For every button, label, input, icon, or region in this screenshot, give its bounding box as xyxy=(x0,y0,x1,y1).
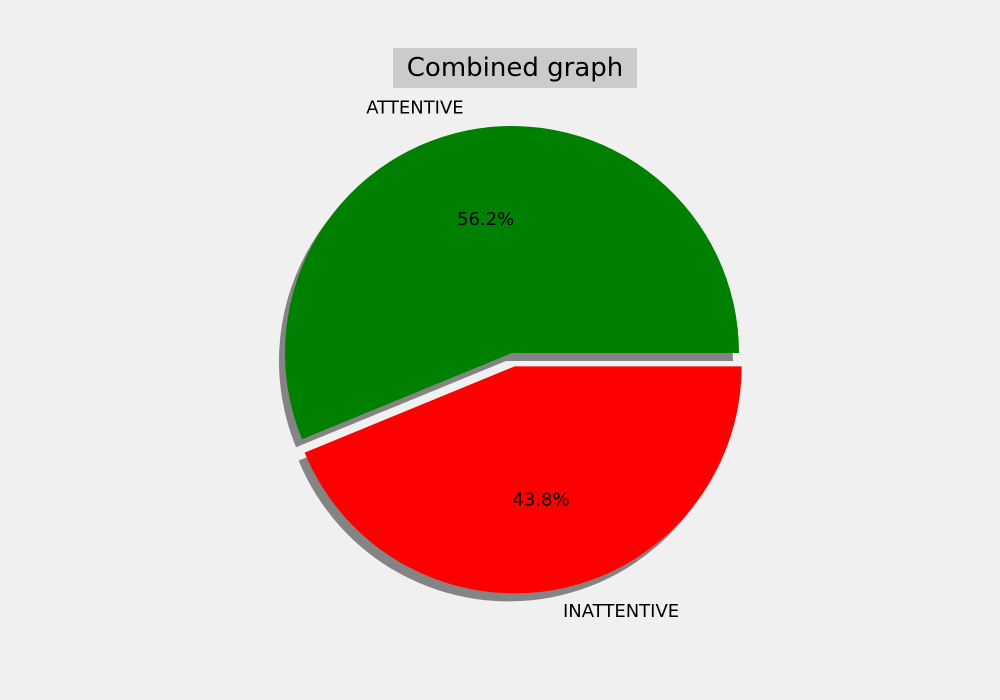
pie-slice-inattentive xyxy=(304,366,742,594)
pie-slice-attentive xyxy=(285,126,739,440)
pie-category-label-inattentive: INATTENTIVE xyxy=(563,601,679,622)
pie-pct-label-attentive: 56.2% xyxy=(457,209,514,230)
pie-category-label-attentive: ATTENTIVE xyxy=(366,98,463,119)
pie-pct-label-inattentive: 43.8% xyxy=(512,489,569,510)
chart-title: Combined graph xyxy=(393,48,637,88)
